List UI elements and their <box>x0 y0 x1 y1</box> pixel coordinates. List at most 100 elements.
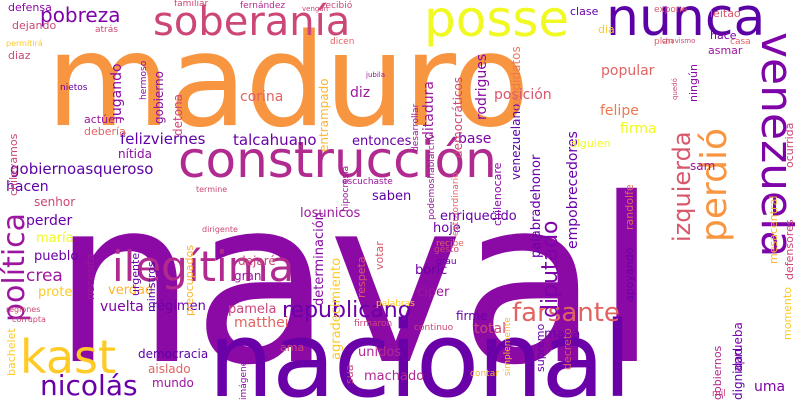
word: pueblo <box>34 249 79 264</box>
word: entonces <box>352 134 412 149</box>
word: matthei <box>234 315 289 331</box>
word: hermoso <box>139 60 149 100</box>
word: gesto <box>434 245 459 255</box>
word: termine <box>196 185 228 194</box>
word: debería <box>84 125 126 138</box>
word: determinación <box>312 212 327 306</box>
word: expone <box>654 5 688 15</box>
word: nietos <box>60 83 88 93</box>
word: dirigente <box>202 225 238 234</box>
word: jugando <box>109 63 125 120</box>
word: preocupados <box>183 245 196 316</box>
word: senhor <box>34 195 76 209</box>
word: quedó <box>671 78 679 100</box>
word: nunca <box>606 0 766 48</box>
word: recibió <box>322 1 353 11</box>
word: maría <box>36 231 74 246</box>
word: venezuelano <box>509 103 523 180</box>
word: uma <box>754 379 786 395</box>
word: dejaré <box>238 254 276 268</box>
word: asmar <box>708 44 743 57</box>
word: grau <box>436 257 457 267</box>
word: randolfe <box>623 184 636 230</box>
word: firmaron <box>354 319 393 329</box>
word: desarrollar <box>411 103 421 152</box>
word: ilegítima <box>112 242 295 291</box>
word: chavismo <box>662 37 696 45</box>
word: atrás <box>95 25 118 35</box>
word: saben <box>372 189 412 204</box>
word: sua <box>343 364 356 384</box>
word: ningún <box>687 64 700 102</box>
word: detona <box>171 93 185 136</box>
word: total <box>474 321 507 337</box>
word: familiar <box>174 0 209 9</box>
word: entrampado <box>317 78 331 152</box>
word: dignidad <box>731 347 745 400</box>
word: chilenocare <box>491 162 504 226</box>
word: democracia <box>138 347 209 361</box>
word: perder <box>26 213 73 229</box>
word: continuo <box>414 323 454 333</box>
word: actúen <box>84 113 122 126</box>
word: candidatos <box>509 46 523 112</box>
word: maya <box>544 327 581 342</box>
word: necesita <box>84 253 97 300</box>
word: escuchaste <box>342 177 393 187</box>
word: supremo <box>534 323 547 372</box>
word: podemoshablarchv <box>427 134 437 220</box>
word: hace <box>710 29 737 42</box>
word: urgente <box>129 252 142 296</box>
word: régimen <box>152 299 206 314</box>
word: corina <box>240 89 284 105</box>
word: talcahuano <box>233 131 317 149</box>
word: unidos <box>358 345 402 360</box>
word: maduro <box>46 7 530 156</box>
word: corrupta <box>12 315 46 324</box>
word: gobierno <box>152 71 166 124</box>
word: enriquecido <box>440 209 517 224</box>
word: hacen <box>6 179 49 195</box>
word: palabras <box>376 299 415 309</box>
word: defensa <box>8 1 52 14</box>
word: gobiernoasqueroso <box>10 160 154 178</box>
word: clase <box>570 5 599 18</box>
word: construcción <box>178 131 497 189</box>
word: firma <box>620 121 657 137</box>
word: jubila <box>366 71 386 79</box>
word: bóric <box>415 263 448 278</box>
word: ministros <box>145 261 158 312</box>
word: recibe <box>436 239 464 249</box>
word: verdad <box>108 283 154 298</box>
word: rodrigues <box>474 53 490 120</box>
word: ocurrida <box>783 122 796 168</box>
word: simplemente <box>503 317 513 376</box>
word: felizviernes <box>120 130 206 148</box>
word: mesacentral <box>767 195 780 264</box>
word: posse <box>424 0 570 48</box>
word: nacional <box>208 299 632 400</box>
word: izquierda <box>668 131 696 242</box>
word: respeta <box>355 256 368 298</box>
word: decreto <box>561 328 574 370</box>
word: mil <box>712 389 726 399</box>
word: base <box>458 131 492 147</box>
word: contar <box>470 369 499 379</box>
word: votar <box>373 241 386 270</box>
word: alguien <box>570 137 611 150</box>
word: plan <box>654 37 674 47</box>
word: aislado <box>148 362 191 376</box>
word: chilevamos <box>7 133 20 196</box>
word: nicolás <box>40 369 138 400</box>
word: felipe <box>600 103 639 119</box>
word: prote <box>38 285 73 300</box>
word: popular <box>601 63 655 79</box>
word: apoyando <box>623 247 636 302</box>
word: dejando <box>12 19 57 32</box>
word: agradecimiento <box>329 257 344 360</box>
word: democráticos <box>451 76 465 158</box>
word: pobreza <box>40 3 121 27</box>
word: fernández <box>240 1 286 11</box>
word: crea <box>26 266 63 286</box>
